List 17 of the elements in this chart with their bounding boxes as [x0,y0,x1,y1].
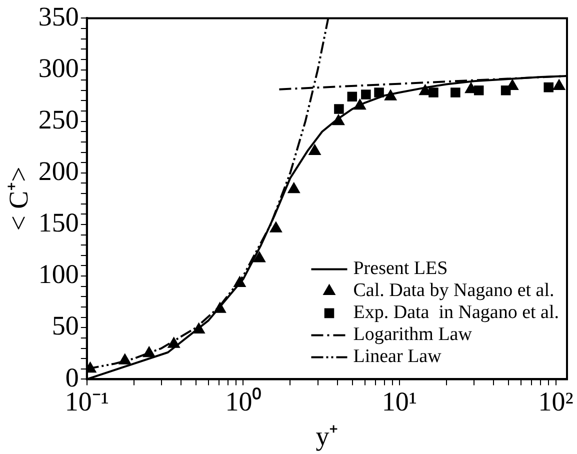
legend-label: Linear Law [353,346,442,368]
y-tick-label: 100 [38,259,79,290]
y-axis-title: < C⁺> [3,166,34,231]
legend-label: Logarithm Law [353,324,472,346]
y-tick-label: 150 [38,208,79,238]
x-axis-title: y⁺ [316,420,338,451]
y-tick-label: 50 [52,310,79,341]
legend-label: Exp. Data in Nagano et al. [353,302,560,324]
x-tick-label: 10² [538,386,574,416]
y-tick-label: 200 [38,156,79,186]
legend-label: Cal. Data by Nagano et al. [353,280,554,302]
x-tick-label: 10⁰ [225,386,262,416]
x-tick-label: 10¹ [382,386,418,416]
legend-label: Present LES [353,258,448,280]
y-tick-label: 350 [38,1,79,32]
y-tick-label: 300 [38,52,79,83]
y-tick-label: 250 [38,104,79,134]
